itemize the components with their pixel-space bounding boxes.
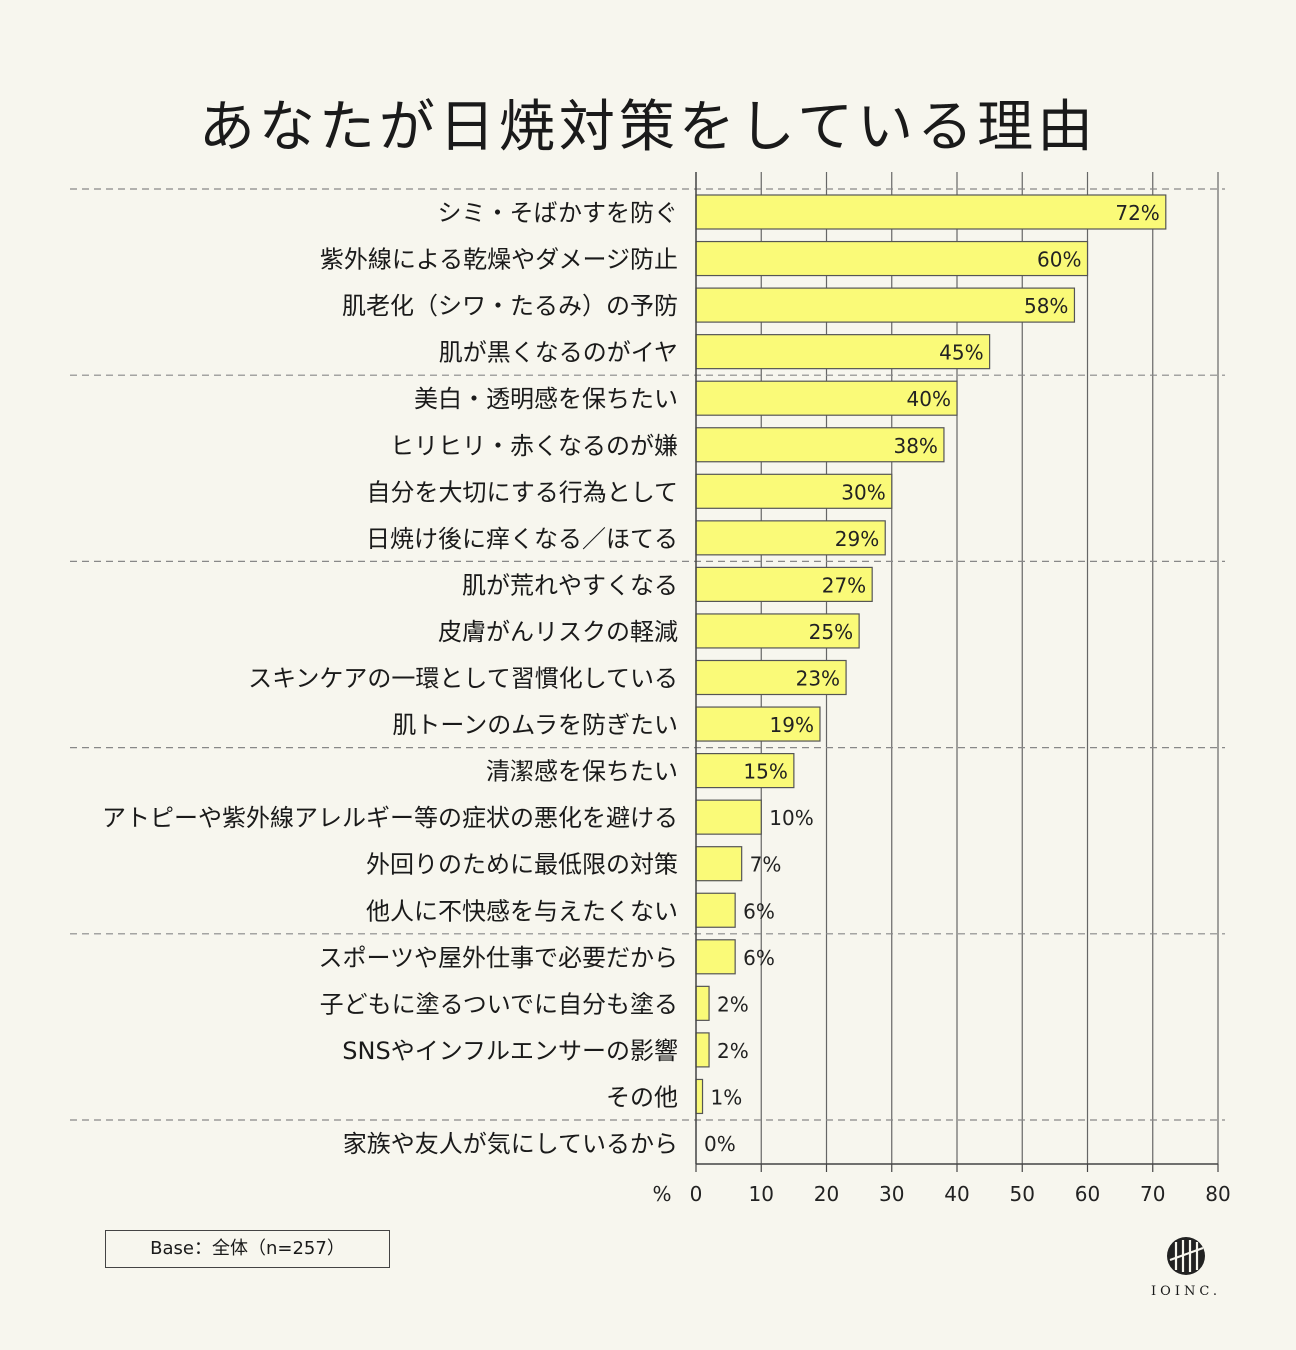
bar bbox=[695, 194, 1167, 230]
category-label: 清潔感を保ちたい bbox=[486, 758, 678, 786]
value-label: 58% bbox=[1024, 294, 1068, 318]
value-label: 6% bbox=[743, 899, 775, 923]
bar bbox=[695, 240, 1089, 277]
bar bbox=[695, 846, 743, 882]
chart-title: あなたが日焼対策をしている理由 bbox=[198, 95, 1098, 160]
value-label: 40% bbox=[907, 387, 951, 411]
category-label: 肌が荒れやすくなる bbox=[462, 571, 678, 599]
base-note: Base：全体（n=257） bbox=[105, 1230, 390, 1268]
value-label: 27% bbox=[822, 573, 866, 597]
category-label: 肌トーンのムラを防ぎたい bbox=[392, 711, 678, 739]
x-unit-label: % bbox=[652, 1182, 671, 1206]
bar bbox=[695, 520, 886, 556]
bar bbox=[695, 706, 821, 742]
category-label: その他 bbox=[606, 1083, 678, 1111]
value-label: 1% bbox=[711, 1085, 743, 1109]
category-label: 皮膚がんリスクの軽減 bbox=[438, 618, 678, 646]
category-label: アトピーや紫外線アレルギー等の症状の悪化を避ける bbox=[102, 804, 678, 832]
category-label: スポーツや屋外仕事で必要だから bbox=[318, 944, 678, 972]
bar bbox=[695, 1032, 710, 1068]
bar-chart: 0 10 20 30 40 50 60 70 80% シミ・そばかすを防ぐ 72% 紫外線による乾燥や… bbox=[70, 172, 1231, 1206]
bar bbox=[695, 473, 893, 509]
value-label: 38% bbox=[893, 434, 937, 458]
bar bbox=[695, 892, 736, 928]
category-label: 他人に不快感を与えたくない bbox=[366, 897, 678, 925]
value-label: 45% bbox=[939, 341, 983, 365]
value-label: 10% bbox=[769, 806, 813, 830]
x-tick-label: 40 bbox=[944, 1182, 969, 1206]
category-label: 肌老化（シワ・たるみ）の予防 bbox=[342, 292, 678, 320]
x-tick-label: 30 bbox=[879, 1182, 904, 1206]
value-label: 29% bbox=[835, 527, 879, 551]
x-tick-label: 60 bbox=[1075, 1182, 1100, 1206]
bar bbox=[695, 1078, 704, 1115]
value-label: 23% bbox=[796, 667, 840, 691]
logo-mark-icon bbox=[1167, 1237, 1205, 1275]
value-label: 2% bbox=[717, 992, 749, 1016]
value-label: 2% bbox=[717, 1039, 749, 1063]
bar bbox=[695, 334, 991, 370]
value-label: 7% bbox=[750, 853, 782, 877]
category-label: 家族や友人が気にしているから bbox=[343, 1130, 678, 1158]
bar bbox=[695, 659, 847, 696]
value-label: 6% bbox=[743, 946, 775, 970]
bar bbox=[695, 799, 762, 835]
category-label: 外回りのために最低限の対策 bbox=[366, 851, 678, 879]
category-label: スキンケアの一環として習慣化している bbox=[248, 665, 678, 693]
category-label: 自分を大切にする行為として bbox=[366, 478, 678, 506]
category-label: 子どもに塗るついでに自分も塗る bbox=[320, 990, 678, 1018]
bar bbox=[695, 287, 1076, 323]
bar bbox=[695, 939, 736, 975]
company-logo: IOINC. bbox=[1140, 1236, 1232, 1302]
category-label: 日焼け後に痒くなる／ほてる bbox=[366, 525, 678, 553]
category-label: 肌が黒くなるのがイヤ bbox=[439, 339, 678, 367]
x-tick-label: 70 bbox=[1140, 1182, 1165, 1206]
value-label: 30% bbox=[841, 480, 885, 504]
value-label: 60% bbox=[1037, 248, 1081, 272]
bar bbox=[695, 613, 860, 649]
x-tick-label: 80 bbox=[1205, 1182, 1230, 1206]
x-tick-label: 50 bbox=[1010, 1182, 1035, 1206]
x-tick-label: 10 bbox=[749, 1182, 774, 1206]
category-label: SNSやインフルエンサーの影響 bbox=[342, 1037, 678, 1065]
category-label: 紫外線による乾燥やダメージ防止 bbox=[320, 246, 678, 274]
value-label: 0% bbox=[704, 1132, 736, 1156]
category-label: ヒリヒリ・赤くなるのが嫌 bbox=[390, 432, 678, 460]
bar bbox=[695, 566, 873, 603]
value-label: 19% bbox=[770, 713, 814, 737]
category-label: 美白・透明感を保ちたい bbox=[414, 385, 678, 413]
value-label: 25% bbox=[809, 620, 853, 644]
value-label: 15% bbox=[743, 760, 787, 784]
x-tick-label: 20 bbox=[814, 1182, 839, 1206]
value-label: 72% bbox=[1115, 201, 1159, 225]
bar bbox=[695, 985, 710, 1021]
logo-text: IOINC. bbox=[1151, 1284, 1221, 1299]
category-label: シミ・そばかすを防ぐ bbox=[438, 199, 678, 227]
x-tick-label: 0 bbox=[690, 1182, 703, 1206]
